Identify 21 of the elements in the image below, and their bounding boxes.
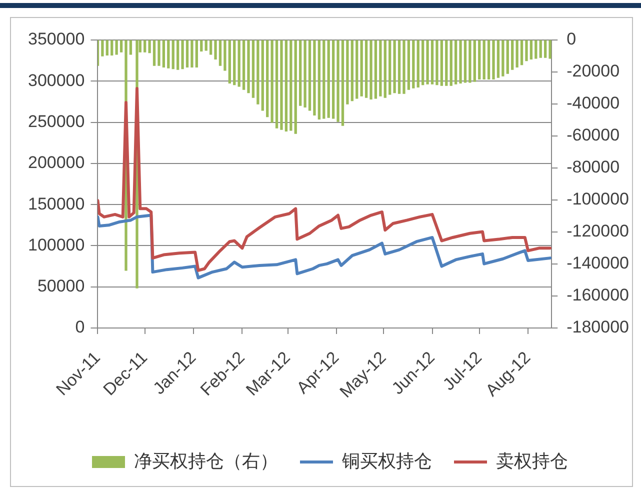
legend-label: 卖权持仓 (496, 450, 568, 471)
y2-tick-label: 0 (566, 30, 576, 49)
y-tick-label: 250000 (28, 112, 85, 131)
y-tick-label: 350000 (28, 30, 85, 49)
y2-tick-label: -40000 (566, 94, 620, 113)
y2-tick-label: -120000 (566, 222, 629, 241)
y-tick-label: 300000 (28, 70, 85, 90)
y-tick-label: 150000 (28, 194, 85, 214)
y2-tick-label: -60000 (566, 126, 620, 145)
legend-label: 净买权持仓（右） (134, 450, 278, 471)
y2-tick-label: -140000 (566, 254, 629, 273)
y-tick-label: 50000 (37, 276, 85, 296)
y2-tick-label: -160000 (566, 286, 629, 305)
y2-tick-label: -180000 (566, 318, 629, 337)
y2-tick-label: -80000 (566, 158, 620, 177)
y-tick-label: 200000 (28, 153, 85, 172)
y2-tick-label: -100000 (566, 190, 629, 209)
y-tick-label: 0 (75, 318, 85, 337)
y-tick-label: 100000 (28, 235, 85, 254)
y2-tick-label: -20000 (566, 62, 620, 81)
legend-label: 铜买权持仓 (341, 450, 432, 471)
